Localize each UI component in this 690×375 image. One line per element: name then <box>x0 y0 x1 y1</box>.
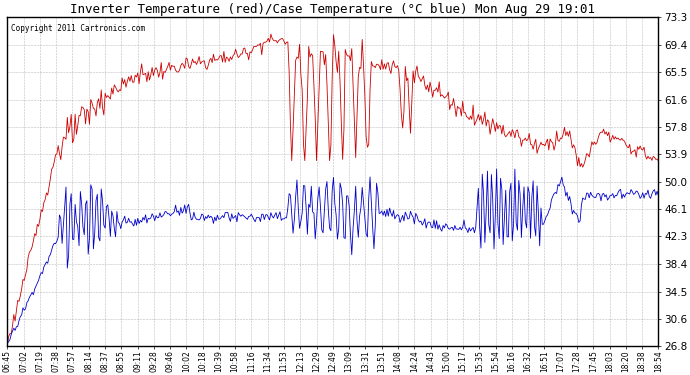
Title: Inverter Temperature (red)/Case Temperature (°C blue) Mon Aug 29 19:01: Inverter Temperature (red)/Case Temperat… <box>70 3 595 16</box>
Text: Copyright 2011 Cartronics.com: Copyright 2011 Cartronics.com <box>10 24 145 33</box>
